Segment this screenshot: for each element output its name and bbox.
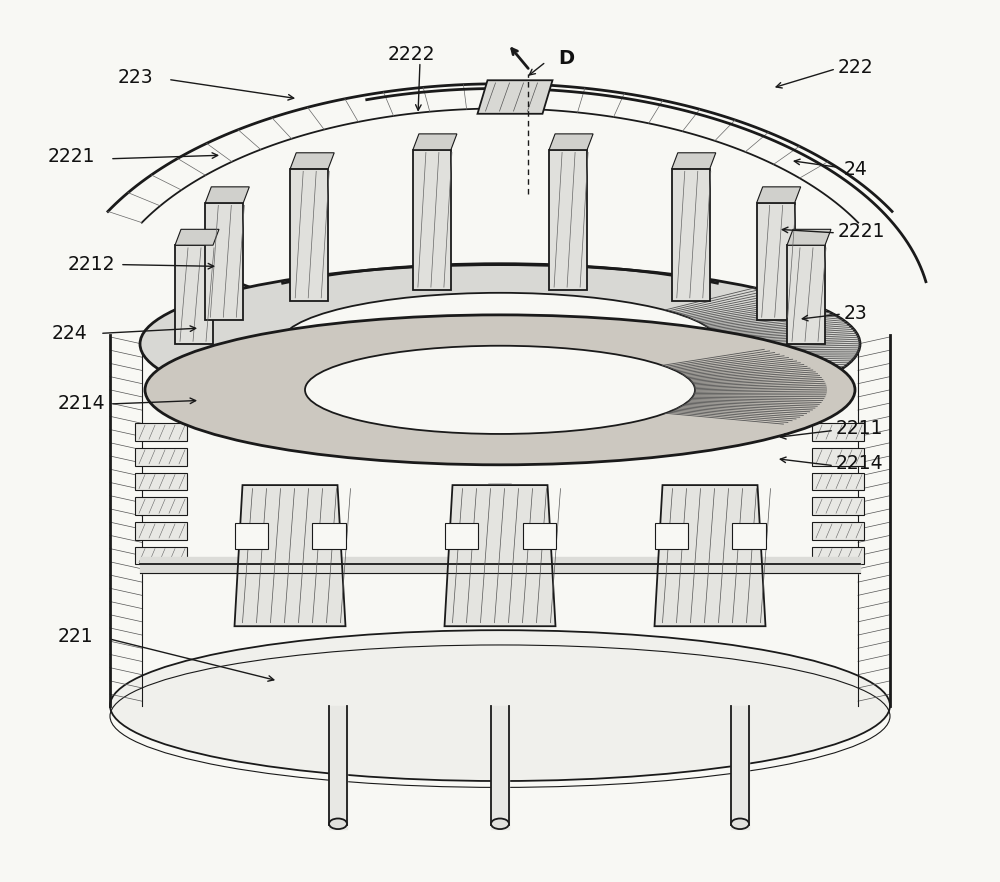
Polygon shape	[654, 523, 688, 549]
Polygon shape	[444, 485, 556, 626]
Text: 2222: 2222	[388, 45, 436, 64]
Ellipse shape	[329, 818, 347, 829]
Polygon shape	[135, 497, 187, 515]
Ellipse shape	[280, 293, 720, 395]
Polygon shape	[205, 187, 249, 203]
Polygon shape	[290, 153, 334, 168]
Text: 23: 23	[844, 304, 868, 324]
Polygon shape	[312, 523, 346, 549]
Polygon shape	[190, 382, 810, 392]
Polygon shape	[175, 245, 213, 344]
Polygon shape	[234, 523, 268, 549]
Polygon shape	[787, 245, 825, 344]
Text: 222: 222	[838, 57, 874, 77]
Polygon shape	[522, 523, 556, 549]
Text: 2221: 2221	[838, 221, 886, 241]
Polygon shape	[672, 168, 710, 301]
Text: 224: 224	[52, 324, 88, 343]
Polygon shape	[135, 547, 187, 564]
Text: 2214: 2214	[58, 394, 106, 414]
Text: 2211: 2211	[836, 419, 884, 438]
Polygon shape	[444, 523, 478, 549]
Polygon shape	[175, 229, 219, 245]
Polygon shape	[654, 485, 766, 626]
Text: D: D	[558, 49, 574, 68]
Text: 223: 223	[118, 68, 154, 87]
Polygon shape	[135, 423, 187, 441]
Ellipse shape	[305, 346, 695, 434]
Polygon shape	[757, 203, 795, 320]
Polygon shape	[812, 522, 864, 540]
Polygon shape	[672, 153, 716, 168]
Polygon shape	[812, 547, 864, 564]
Polygon shape	[234, 485, 346, 626]
Polygon shape	[757, 187, 801, 203]
Polygon shape	[812, 423, 864, 441]
Polygon shape	[290, 168, 328, 301]
Ellipse shape	[491, 818, 509, 829]
Text: 24: 24	[844, 160, 868, 179]
Polygon shape	[413, 134, 457, 150]
Polygon shape	[787, 229, 831, 245]
Polygon shape	[812, 448, 864, 466]
Ellipse shape	[190, 350, 810, 382]
Polygon shape	[478, 80, 552, 114]
Polygon shape	[135, 448, 187, 466]
Polygon shape	[135, 522, 187, 540]
Text: 221: 221	[58, 627, 94, 647]
Text: 2214: 2214	[836, 454, 884, 474]
Polygon shape	[135, 473, 187, 490]
Polygon shape	[812, 473, 864, 490]
Text: 2221: 2221	[48, 147, 96, 167]
Ellipse shape	[145, 315, 855, 465]
Ellipse shape	[110, 630, 890, 781]
Ellipse shape	[731, 818, 749, 829]
Polygon shape	[413, 150, 451, 290]
Polygon shape	[549, 134, 593, 150]
Polygon shape	[549, 150, 587, 290]
Polygon shape	[205, 203, 243, 320]
Polygon shape	[732, 523, 766, 549]
Ellipse shape	[140, 265, 860, 423]
Polygon shape	[812, 497, 864, 515]
Text: 2212: 2212	[68, 255, 116, 274]
